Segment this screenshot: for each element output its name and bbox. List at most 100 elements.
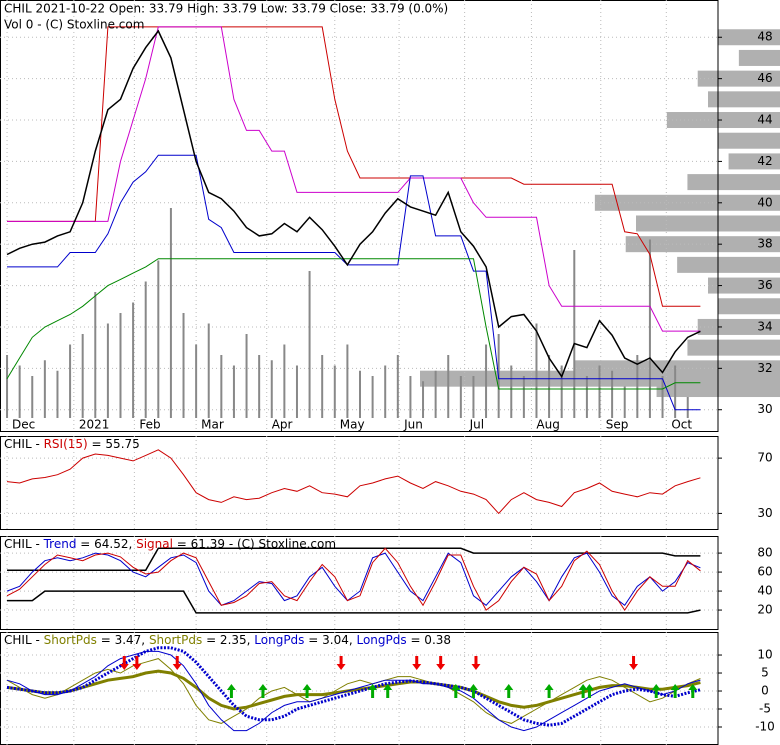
volume-profile-bar: [687, 339, 780, 356]
y-tick-label: 48: [757, 30, 772, 44]
volume-bar: [295, 365, 298, 418]
volume-profile-bar: [687, 174, 780, 191]
panel-title-part: Trend: [43, 537, 77, 551]
volume-bar: [371, 376, 374, 418]
buy-arrow: [258, 684, 268, 698]
volume-bar: [333, 365, 336, 418]
volume-profile-bar: [677, 256, 780, 273]
buy-arrow: [651, 684, 661, 698]
series-line: [6, 669, 701, 711]
series-line: [7, 26, 701, 307]
volume-bar: [485, 344, 488, 418]
y-tick-label: 36: [757, 278, 772, 292]
chart-subtitle: Vol 0 - (C) Stoxline.com: [4, 18, 144, 32]
volume-bar: [144, 281, 147, 418]
panel-title-part: = 3.47,: [97, 633, 149, 647]
y-tick-label: 42: [757, 154, 772, 168]
y-tick-label: 10: [757, 648, 772, 662]
volume-bar: [396, 355, 399, 418]
volume-bar: [169, 208, 172, 418]
buy-arrow: [226, 684, 236, 698]
buy-arrow: [688, 684, 698, 698]
volume-bar: [18, 365, 21, 418]
volume-bar: [270, 360, 273, 418]
volume-bar: [94, 292, 97, 418]
x-tick-label: Apr: [272, 418, 293, 432]
volume-profile-bar: [728, 153, 780, 170]
buy-arrow: [383, 684, 393, 698]
volume-bar: [459, 376, 462, 418]
buy-arrow: [302, 684, 312, 698]
volume-bar: [422, 381, 425, 418]
series-line: [6, 258, 701, 390]
volume-bar: [308, 271, 311, 418]
volume-bar: [31, 376, 34, 418]
volume-bar: [157, 260, 160, 418]
y-tick-label: 40: [757, 195, 772, 209]
series-line: [6, 449, 701, 515]
chart-title: CHIL 2021-10-22 Open: 33.79 High: 33.79 …: [4, 2, 448, 16]
panel-title-part: = 64.52,: [76, 537, 136, 551]
volume-bar: [535, 323, 538, 418]
volume-bar: [69, 344, 72, 418]
volume-bar: [434, 370, 437, 418]
volume-bar: [6, 355, 9, 418]
buy-arrow: [368, 684, 378, 698]
volume-bar: [548, 355, 551, 418]
panel-title-part: = 55.75: [88, 437, 140, 451]
series-line: [7, 590, 701, 614]
volume-profile-bar: [666, 112, 780, 129]
panel-title: CHIL - Trend = 64.52, Signal = 61.39 - (…: [4, 537, 336, 551]
y-tick-label: 44: [757, 113, 772, 127]
volume-bar: [648, 239, 651, 418]
x-tick-label: Jul: [469, 418, 484, 432]
panel-title: CHIL - RSI(15) = 55.75: [4, 437, 140, 451]
volume-bar: [132, 302, 135, 418]
sell-arrow: [132, 656, 142, 670]
volume-bar: [56, 370, 59, 418]
buy-arrow: [578, 684, 588, 698]
sell-arrow: [629, 656, 639, 670]
panel-title-part: CHIL -: [4, 633, 44, 647]
panel-title-part: Signal: [136, 537, 173, 551]
panel-title: CHIL - ShortPds = 3.47, ShortPds = 2.35,…: [4, 633, 451, 647]
y-tick-label: 32: [757, 361, 772, 375]
volume-bar: [182, 313, 185, 418]
panel-title-part: CHIL -: [4, 437, 44, 451]
x-tick-label: Oct: [671, 418, 692, 432]
y-tick-label: 0: [761, 684, 769, 698]
series-line: [6, 646, 701, 727]
volume-profile-bar: [708, 91, 780, 108]
sell-arrow: [412, 656, 422, 670]
volume-bar: [611, 370, 614, 418]
volume-bar: [195, 344, 198, 418]
x-tick-label: Dec: [12, 418, 35, 432]
x-tick-label: Mar: [201, 418, 224, 432]
volume-bar: [207, 323, 210, 418]
volume-bar: [686, 397, 689, 418]
panel-title-part: = 3.04,: [304, 633, 356, 647]
series-line: [7, 26, 701, 332]
volume-profile-bar: [738, 49, 780, 66]
x-tick-label: Jun: [403, 418, 423, 432]
y-tick-label: 5: [761, 666, 769, 680]
volume-bar: [636, 355, 639, 418]
panel-title-part: LongPds: [254, 633, 304, 647]
buy-arrow: [504, 684, 514, 698]
sell-arrow: [172, 656, 182, 670]
series-line: [6, 552, 701, 607]
series-line: [6, 547, 701, 612]
panel-frame: [0, 436, 719, 530]
volume-bar: [106, 323, 109, 418]
panel-title-part: RSI(15): [44, 437, 88, 451]
volume-bar: [409, 376, 412, 418]
y-tick-label: 40: [757, 584, 772, 598]
volume-bar: [472, 376, 475, 418]
x-tick-label: Aug: [536, 418, 559, 432]
volume-bar: [346, 344, 349, 418]
series-line: [6, 650, 701, 732]
volume-profile-bar: [718, 132, 780, 149]
panel-title-part: CHIL -: [4, 537, 44, 551]
